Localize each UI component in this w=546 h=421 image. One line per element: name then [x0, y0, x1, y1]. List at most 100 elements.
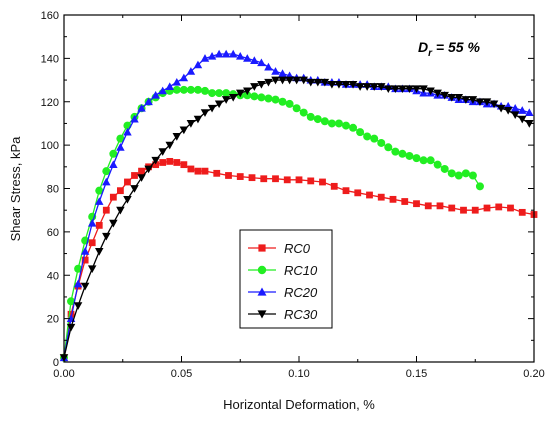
data-point-rc10	[201, 86, 209, 95]
data-point-rc0	[354, 189, 362, 197]
data-point-rc30	[355, 83, 365, 91]
data-point-rc0	[507, 204, 514, 212]
data-point-rc0	[166, 157, 174, 165]
data-point-rc30	[73, 302, 83, 310]
data-point-rc20	[525, 108, 534, 116]
data-point-rc0	[413, 200, 420, 208]
data-point-rc0	[283, 176, 291, 184]
data-point-rc30	[285, 76, 294, 85]
y-tick-label: 100	[41, 140, 59, 152]
data-point-rc30	[109, 219, 118, 228]
data-point-rc0	[330, 182, 338, 190]
data-point-rc10	[179, 85, 188, 94]
data-point-rc10	[370, 134, 379, 143]
axes-layer: 0.00 0.05 0.10 0.15 0.20 0 20 40 60 80 100 120 140 16…	[41, 10, 545, 380]
legend-label-rc20: RC20	[284, 285, 318, 300]
data-point-rc30	[362, 83, 372, 91]
data-point-rc10	[172, 85, 181, 94]
data-point-rc30	[306, 78, 315, 87]
data-point-rc0	[483, 204, 491, 212]
data-point-rc20	[228, 49, 238, 58]
data-point-rc0	[366, 191, 373, 199]
data-point-rc10	[342, 121, 350, 130]
data-point-rc0	[88, 239, 96, 247]
data-point-rc20	[179, 73, 189, 82]
data-point-rc30	[102, 232, 111, 241]
data-point-rc30	[80, 282, 90, 291]
data-point-rc0	[152, 161, 160, 169]
data-point-rc30	[320, 78, 330, 87]
data-point-rc30	[496, 104, 506, 113]
data-point-rc30	[341, 81, 351, 89]
data-point-rc0	[95, 221, 103, 229]
data-point-rc10	[186, 85, 195, 94]
data-point-rc20	[271, 67, 280, 75]
data-point-rc20	[518, 106, 527, 114]
data-point-rc0	[236, 173, 244, 180]
data-point-rc10	[412, 154, 421, 163]
data-point-rc20	[95, 197, 104, 205]
data-point-rc20	[158, 86, 167, 95]
data-point-rc30	[95, 247, 104, 256]
data-point-rc30	[214, 100, 224, 109]
data-point-rc30	[313, 78, 323, 87]
data-point-rc30	[236, 89, 245, 98]
data-point-rc30	[299, 76, 308, 85]
annotation-dr: Dr = 55 %	[418, 39, 480, 59]
data-point-rc20	[193, 60, 203, 69]
data-point-rc0	[389, 195, 397, 203]
data-point-rc30	[137, 174, 146, 182]
data-point-rc0	[194, 167, 202, 175]
data-point-rc30	[489, 100, 499, 109]
data-point-rc30	[292, 76, 301, 85]
data-point-rc30	[123, 195, 132, 204]
data-point-rc10	[475, 182, 484, 191]
data-point-rc30	[66, 323, 76, 332]
data-point-rc10	[313, 115, 322, 124]
data-point-rc20	[186, 67, 196, 75]
annotation-rest: = 55 %	[432, 39, 480, 55]
data-point-rc20	[80, 247, 90, 255]
y-tick-label: 80	[47, 184, 59, 196]
legend-marker-rc10	[257, 265, 267, 275]
y-tick-label: 40	[47, 270, 59, 282]
data-point-rc10	[320, 117, 329, 126]
data-point-rc0	[213, 169, 221, 177]
data-point-rc30	[518, 115, 527, 124]
data-point-rc10	[440, 164, 449, 173]
data-point-rc30	[475, 98, 485, 106]
data-point-rc10	[222, 89, 231, 98]
annotation-subscript: r	[428, 48, 433, 59]
data-point-rc0	[201, 167, 209, 175]
data-point-rc20	[264, 62, 273, 71]
data-point-rc0	[131, 172, 138, 179]
legend-item-rc20: RC20	[248, 285, 318, 300]
x-tick-label: 0.00	[53, 368, 74, 380]
data-point-rc30	[468, 96, 478, 104]
data-point-rc30	[243, 87, 252, 96]
data-point-rc10	[306, 112, 315, 121]
data-point-rc30	[165, 141, 174, 150]
data-point-rc0	[102, 206, 110, 214]
data-point-rc0	[495, 203, 503, 211]
legend-marker-rc20	[257, 287, 267, 296]
data-point-rc10	[391, 147, 400, 156]
data-point-rc30	[461, 96, 471, 104]
data-point-rc10	[74, 264, 83, 273]
data-point-rc20	[116, 143, 125, 151]
data-point-rc20	[165, 82, 174, 90]
data-point-rc30	[377, 83, 386, 91]
data-point-rc10	[377, 138, 386, 147]
data-point-rc10	[419, 156, 428, 165]
data-point-rc20	[123, 127, 132, 136]
data-point-rc10	[433, 160, 442, 169]
data-point-rc30	[116, 206, 125, 215]
data-point-rc0	[295, 176, 303, 184]
data-point-rc10	[264, 94, 273, 103]
data-point-rc0	[424, 202, 432, 210]
data-point-rc30	[419, 85, 428, 93]
data-point-rc30	[384, 85, 393, 93]
data-point-rc10	[257, 93, 266, 102]
